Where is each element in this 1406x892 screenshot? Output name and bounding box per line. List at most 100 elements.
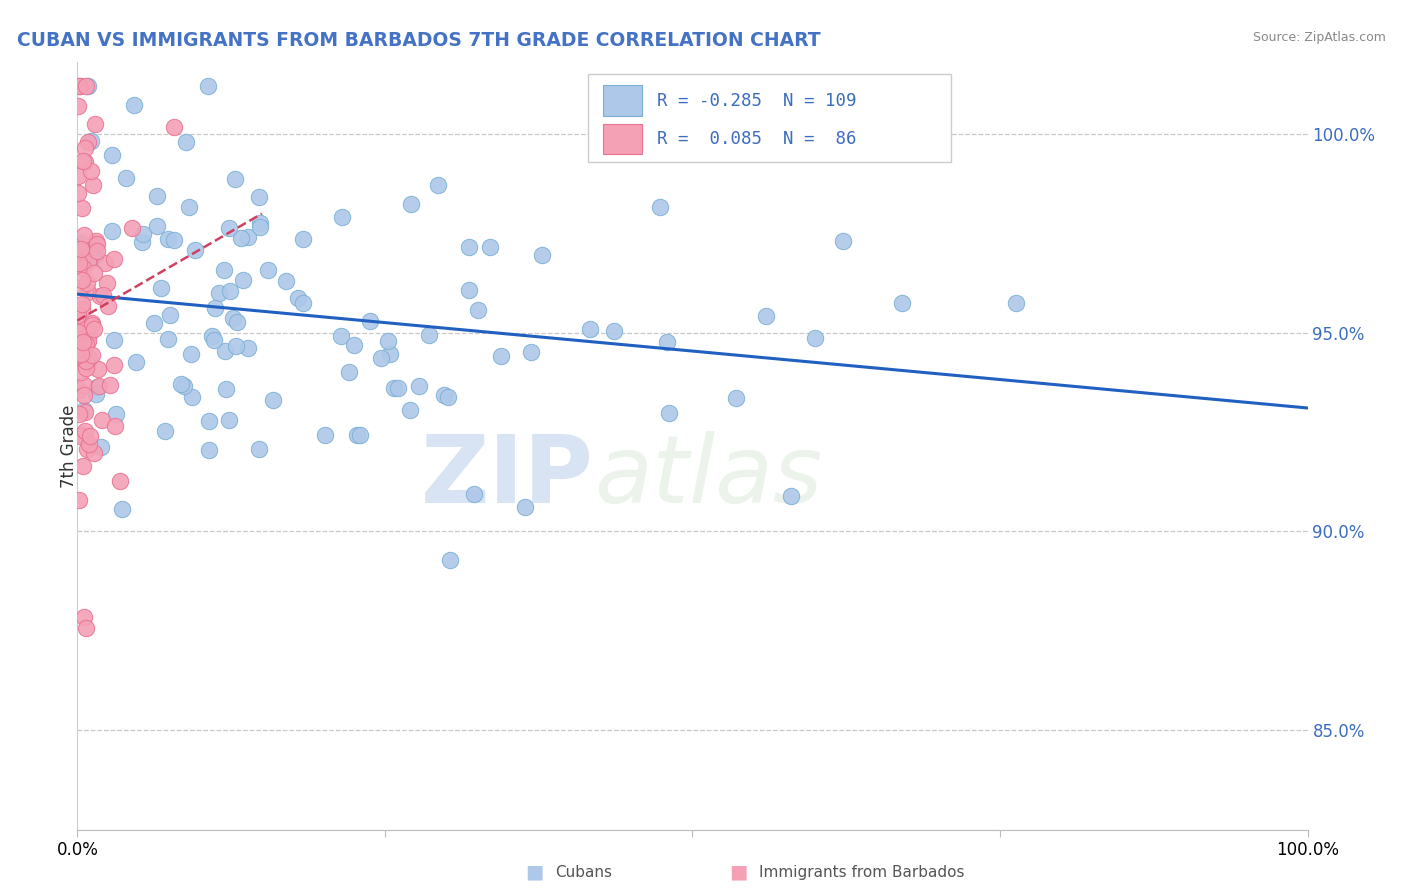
Point	[198, 414, 221, 428]
Point	[72, 153, 94, 168]
Point	[72, 458, 94, 473]
Point	[67, 493, 90, 508]
Point	[72, 403, 94, 417]
Point	[292, 232, 315, 246]
Point	[249, 220, 271, 235]
Point	[179, 200, 201, 214]
Point	[98, 377, 121, 392]
Point	[724, 391, 747, 405]
Point	[83, 238, 105, 252]
Point	[121, 220, 143, 235]
Text: R =  0.085  N =  86: R = 0.085 N = 86	[657, 130, 856, 148]
Point	[86, 244, 108, 258]
Point	[77, 351, 100, 366]
Point	[370, 351, 392, 366]
FancyBboxPatch shape	[588, 74, 950, 162]
Point	[67, 334, 90, 348]
Point	[89, 289, 111, 303]
Point	[122, 98, 145, 112]
Point	[170, 377, 193, 392]
Point	[91, 288, 114, 302]
Y-axis label: 7th Grade: 7th Grade	[60, 404, 77, 488]
Point	[229, 231, 252, 245]
Point	[204, 301, 226, 316]
Point	[84, 249, 107, 263]
Point	[232, 273, 254, 287]
Point	[67, 318, 90, 332]
Point	[157, 232, 180, 246]
Point	[804, 331, 827, 345]
Point	[79, 429, 101, 443]
Point	[72, 255, 94, 269]
Text: ZIP: ZIP	[422, 431, 595, 523]
Point	[83, 266, 105, 280]
Point	[72, 350, 94, 364]
Point	[77, 285, 100, 300]
Point	[66, 348, 89, 362]
Point	[75, 79, 97, 94]
Point	[437, 390, 460, 404]
Point	[82, 178, 104, 193]
Point	[180, 347, 202, 361]
Point	[108, 474, 131, 488]
Point	[76, 253, 98, 268]
Point	[86, 236, 108, 251]
Point	[69, 256, 91, 270]
Point	[418, 328, 440, 343]
Point	[755, 310, 778, 324]
Text: CUBAN VS IMMIGRANTS FROM BARBADOS 7TH GRADE CORRELATION CHART: CUBAN VS IMMIGRANTS FROM BARBADOS 7TH GR…	[17, 31, 821, 50]
Point	[330, 210, 353, 224]
Point	[67, 334, 90, 348]
Point	[73, 405, 96, 419]
Point	[115, 171, 138, 186]
Point	[201, 329, 224, 343]
Point	[75, 360, 97, 375]
Point	[111, 501, 134, 516]
Point	[314, 427, 336, 442]
Point	[70, 245, 93, 260]
Point	[221, 311, 243, 326]
Point	[73, 341, 96, 355]
Point	[75, 621, 97, 635]
Text: atlas: atlas	[595, 431, 823, 522]
Point	[579, 322, 602, 336]
Point	[132, 227, 155, 241]
Point	[73, 227, 96, 242]
Point	[378, 347, 401, 361]
Point	[387, 381, 409, 395]
Point	[247, 189, 270, 203]
Point	[77, 327, 100, 342]
Point	[73, 154, 96, 169]
Point	[66, 326, 89, 340]
Point	[174, 135, 197, 149]
Point	[75, 354, 97, 368]
Point	[90, 440, 112, 454]
Point	[83, 322, 105, 336]
Point	[467, 302, 489, 317]
Point	[76, 442, 98, 457]
Point	[69, 365, 91, 379]
Point	[75, 337, 97, 351]
Point	[184, 243, 207, 257]
Point	[276, 274, 298, 288]
Point	[84, 235, 107, 249]
Point	[202, 334, 225, 348]
Point	[80, 164, 103, 178]
Point	[346, 427, 368, 442]
Point	[73, 377, 96, 392]
Point	[82, 348, 104, 362]
Point	[72, 273, 94, 287]
Point	[87, 362, 110, 376]
Point	[67, 383, 90, 397]
Point	[155, 424, 177, 438]
Point	[433, 388, 456, 402]
Point	[103, 252, 125, 266]
Point	[181, 390, 204, 404]
Point	[519, 345, 541, 359]
Point	[67, 99, 90, 113]
Point	[76, 276, 98, 290]
Point	[249, 216, 271, 230]
Point	[103, 333, 125, 347]
Point	[67, 79, 90, 94]
Point	[76, 136, 98, 150]
